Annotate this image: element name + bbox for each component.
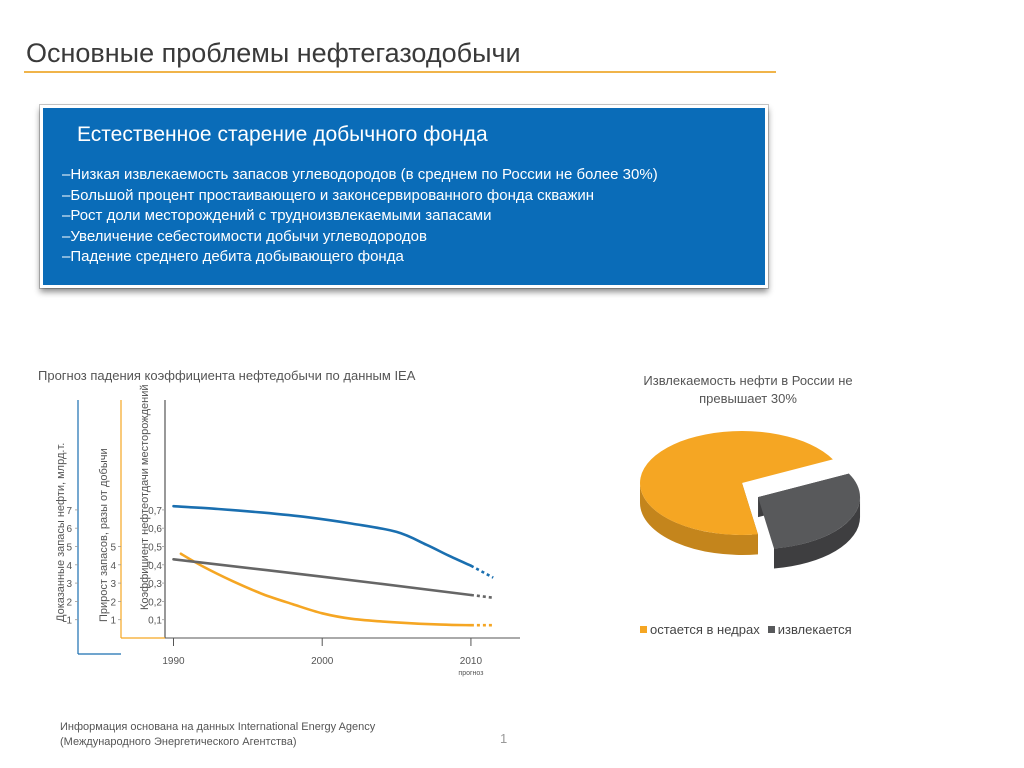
- legend-swatch: [640, 626, 647, 633]
- y-tick-label: 5: [110, 543, 116, 554]
- footnote-line: (Международного Энергетического Агентств…: [60, 736, 297, 748]
- series-line-2: [179, 552, 473, 627]
- y-tick-label: 5: [66, 543, 72, 554]
- line-chart-title: Прогноз падения коэффициента нефтедобычи…: [38, 368, 416, 383]
- y-tick-label: 1: [110, 616, 116, 627]
- series-forecast-3: [470, 593, 494, 599]
- info-box-title: Естественное старение добычного фонда: [77, 123, 488, 146]
- slide-title: Основные проблемы нефтегазодобычи: [26, 38, 521, 68]
- legend-label: остается в недрах: [650, 622, 760, 637]
- y-tick-label: 0,1: [148, 616, 162, 627]
- y-tick-label: 0,2: [148, 597, 162, 608]
- y-tick-label: 2: [66, 597, 72, 608]
- series-line-3: [172, 558, 473, 597]
- y-tick-label: 3: [66, 579, 72, 590]
- y-tick-label: 0,3: [148, 579, 162, 590]
- x-tick-label: 1990: [162, 656, 185, 667]
- y-tick-label: 0,5: [148, 543, 162, 554]
- info-box: Естественное старение добычного фонда –Н…: [40, 105, 768, 288]
- legend-item-remains: остается в недрах: [640, 622, 760, 637]
- y-tick-label: 3: [110, 579, 116, 590]
- x-tick-label: 2000: [311, 656, 334, 667]
- info-box-item: –Падение среднего дебита добывающего фон…: [62, 248, 404, 265]
- y-tick-label: 4: [66, 561, 72, 572]
- info-box-list: –Низкая извлекаемость запасов углеводоро…: [62, 165, 658, 268]
- legend-item-extracted: извлекается: [767, 622, 852, 637]
- pie-chart: [640, 431, 861, 569]
- info-box-item: –Увеличение себестоимости добычи углевод…: [62, 227, 427, 245]
- pie-chart-title: Извлекаемость нефти в России не превышае…: [643, 373, 853, 406]
- title-divider: [24, 71, 776, 73]
- y-tick-label: 0,6: [148, 524, 162, 535]
- pie-legend: остается в недрах извлекается: [640, 622, 852, 637]
- line-chart: 1 2 3 4 5 6 7 1 2 3 4 5 0,1 0,2 0,3 0,4 0,5 0,6 0,7 Доказан…: [55, 384, 520, 677]
- y-axis-label: Коэффициент нефтеотдачи месторождений: [139, 384, 151, 610]
- series-line-1: [172, 504, 473, 567]
- pie-slice-extracted: [758, 473, 861, 549]
- pie-slice-side: [640, 483, 758, 555]
- footnote-line: Информация основана на данных Internatio…: [60, 721, 376, 733]
- y-tick-label: 0,4: [148, 561, 162, 572]
- x-tick-label: 2010: [460, 656, 483, 667]
- y-axis-label: Прирост запасов, разы от добычи: [98, 448, 110, 622]
- y-tick-label: 6: [66, 524, 72, 535]
- x-tick-sublabel: прогноз: [458, 670, 483, 677]
- info-box-item: –Большой процент простаивающего и законс…: [62, 186, 595, 204]
- y-tick-label: 2: [110, 597, 116, 608]
- legend-label: извлекается: [777, 622, 852, 637]
- footnote: Информация основана на данных Internatio…: [60, 720, 375, 750]
- series-forecast-1: [470, 564, 494, 579]
- pie-slice-remains: [640, 431, 833, 535]
- y-axis-label: Доказанные запасы нефти, млрд.т.: [55, 443, 67, 622]
- y-tick-label: 0,7: [148, 506, 162, 517]
- y-tick-label: 4: [110, 561, 116, 572]
- y-tick-label: 7: [66, 506, 72, 517]
- info-box-item: –Низкая извлекаемость запасов углеводоро…: [62, 166, 658, 183]
- info-box-item: –Рост доли месторождений с трудноизвлека…: [62, 207, 492, 224]
- pie-slice-side: [773, 497, 861, 569]
- page-number: 1: [500, 731, 508, 746]
- legend-swatch: [767, 626, 775, 633]
- y-tick-label: 1: [66, 616, 72, 627]
